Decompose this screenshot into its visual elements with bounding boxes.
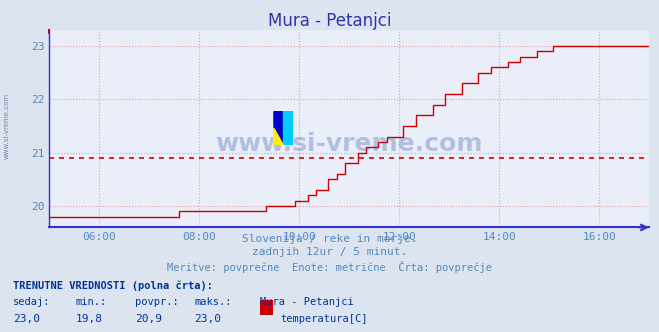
Text: 23,0: 23,0 [13, 314, 40, 324]
Text: TRENUTNE VREDNOSTI (polna črta):: TRENUTNE VREDNOSTI (polna črta): [13, 281, 213, 291]
Text: temperatura[C]: temperatura[C] [280, 314, 368, 324]
Text: maks.:: maks.: [194, 297, 232, 307]
Text: Meritve: povprečne  Enote: metrične  Črta: povprečje: Meritve: povprečne Enote: metrične Črta:… [167, 261, 492, 273]
Text: 20,9: 20,9 [135, 314, 162, 324]
Text: Mura - Petanjci: Mura - Petanjci [268, 12, 391, 30]
Text: min.:: min.: [76, 297, 107, 307]
Text: www.si-vreme.com: www.si-vreme.com [215, 132, 483, 156]
Text: www.si-vreme.com: www.si-vreme.com [3, 93, 9, 159]
Text: Mura - Petanjci: Mura - Petanjci [260, 297, 354, 307]
Text: 23,0: 23,0 [194, 314, 221, 324]
Text: zadnjih 12ur / 5 minut.: zadnjih 12ur / 5 minut. [252, 247, 407, 257]
Text: 19,8: 19,8 [76, 314, 103, 324]
Text: Slovenija / reke in morje.: Slovenija / reke in morje. [242, 234, 417, 244]
Text: sedaj:: sedaj: [13, 297, 51, 307]
Text: povpr.:: povpr.: [135, 297, 179, 307]
